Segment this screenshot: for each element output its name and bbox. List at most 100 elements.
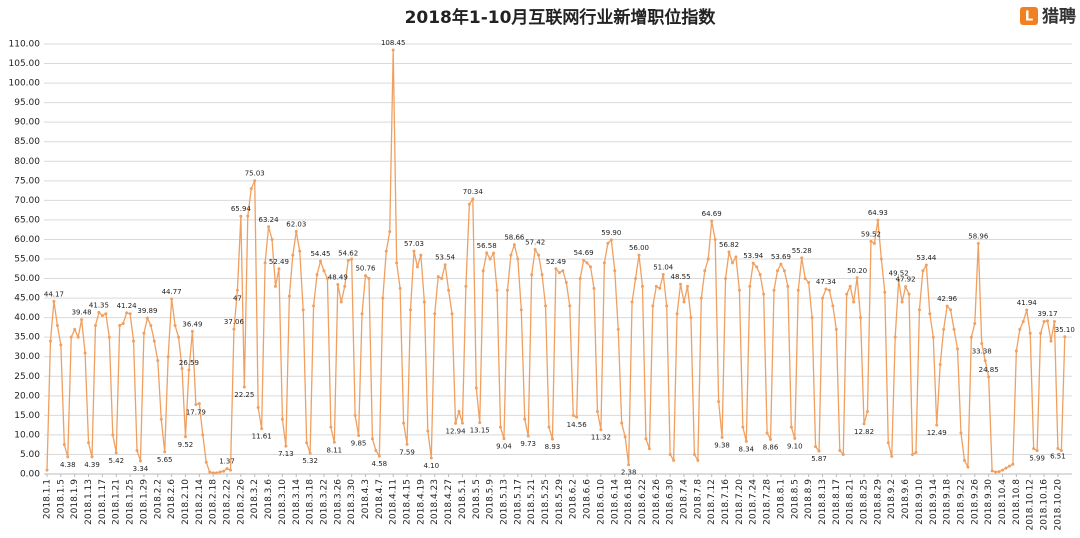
point [163,450,167,454]
point [391,48,395,52]
point [322,269,326,273]
point [841,452,845,456]
point [838,449,842,453]
point [772,288,776,292]
point [509,253,513,257]
point [55,323,59,327]
point [859,316,863,320]
point [637,253,641,257]
x-tick-label: 2018.3.14 [292,479,302,525]
data-label: 7.59 [399,448,415,456]
point [1007,464,1011,468]
point [474,386,478,390]
data-label: 57.42 [525,239,545,247]
point [938,363,942,367]
data-label: 22.25 [234,391,254,399]
point [460,421,464,425]
data-label: 11.32 [591,434,611,442]
data-label: 5.87 [811,455,827,463]
y-tick-label: 65.00 [14,215,40,225]
point [706,257,710,261]
point [862,422,866,426]
data-label: 39.48 [72,309,92,317]
point [495,288,499,292]
data-label: 54.62 [338,249,358,257]
point [751,261,755,265]
data-label: 70.34 [463,188,484,196]
data-label: 14.56 [567,421,588,429]
x-tick-label: 2018.5.13 [499,479,509,525]
point [1004,466,1008,470]
data-label: 12.49 [927,429,947,437]
point [62,443,66,447]
x-tick-label: 2018.7.12 [707,479,717,525]
point [1059,449,1063,453]
point [440,277,444,281]
point [554,267,558,271]
y-tick-label: 105.00 [9,59,41,69]
data-label: 47.34 [816,278,837,286]
point [159,417,163,421]
point [433,312,437,316]
point [810,316,814,320]
point [523,417,527,421]
point [253,179,257,183]
point [377,454,381,458]
x-tick-label: 2018.7.8 [693,479,703,519]
data-label: 75.03 [245,170,265,178]
x-tick-label: 2018.5.25 [541,479,551,525]
point [422,300,426,304]
data-label: 8.34 [739,445,755,453]
data-label: 5.32 [302,457,318,465]
point [232,327,236,331]
point [654,284,658,288]
point [789,425,793,429]
x-tick-label: 2018.7.16 [721,479,731,525]
x-tick-label: 2018.4.3 [361,479,371,519]
y-tick-label: 50.00 [14,274,40,284]
chart-title: 2018年1-10月互联网行业新增职位指数 [405,7,717,28]
point [69,335,73,339]
point [364,274,368,278]
x-tick-label: 2018.1.5 [56,479,66,519]
data-label: 9.73 [520,440,536,448]
data-label: 51.04 [653,263,674,271]
x-tick-label: 2018.10.16 [1040,479,1050,531]
point [547,425,551,429]
point [66,455,70,459]
data-label: 53.94 [743,252,764,260]
point [997,470,1001,474]
logo-icon-letter: L [1025,10,1033,25]
x-tick-label: 2018.10.12 [1026,479,1036,531]
point [865,409,869,413]
point [90,455,94,459]
point [132,339,136,343]
point [779,262,783,266]
point [412,249,416,253]
point [834,327,838,331]
point [540,273,544,277]
x-tick-label: 2018.9.26 [970,479,980,525]
point [744,439,748,443]
point [353,413,357,417]
point [734,255,738,259]
x-tick-label: 2018.6.10 [596,479,606,525]
point [294,230,298,234]
point [550,437,554,441]
point [177,335,181,339]
x-tick-label: 2018.9.10 [915,479,925,525]
point [405,442,409,446]
point [640,284,644,288]
point [879,257,883,261]
y-tick-label: 110.00 [9,40,41,50]
point [769,437,773,441]
point [222,469,226,473]
point [782,269,786,273]
data-label: 9.52 [178,441,194,449]
data-label: 8.93 [545,443,561,451]
point [1056,447,1060,451]
point [689,316,693,320]
data-label: 13.15 [470,427,490,435]
data-label: 1.37 [219,458,235,466]
point [339,300,343,304]
